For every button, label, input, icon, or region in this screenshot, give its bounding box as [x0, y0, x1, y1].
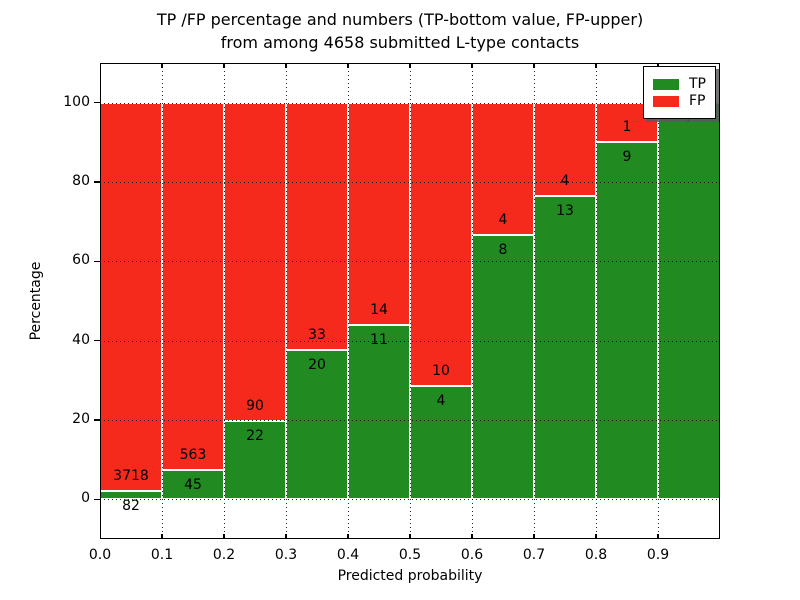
x-tick-mark-top	[533, 63, 535, 68]
bar-fp-count-label: 3718	[113, 467, 149, 484]
bar-tp-segment	[472, 234, 534, 500]
bar-tp-count-label: 8	[498, 241, 508, 258]
y-tick-label: 100	[63, 93, 90, 110]
bar-tp-count-label: 20	[308, 356, 326, 373]
gridline-vertical	[286, 63, 287, 539]
x-tick-label: 0.7	[522, 547, 546, 563]
x-tick-mark-bottom	[409, 534, 411, 539]
bar-fp-count-label: 4	[560, 173, 570, 189]
legend-label-fp: FP	[689, 93, 706, 109]
y-tick-label: 80	[72, 173, 90, 189]
x-tick-label: 0.0	[88, 547, 112, 563]
bar-fp-count-label: 90	[246, 398, 264, 415]
y-tick-mark	[94, 498, 100, 501]
gridline-vertical	[596, 63, 597, 539]
x-tick-mark-top	[161, 63, 163, 68]
bar-tp-count-label: 22	[246, 428, 264, 445]
bar-fp-count-label: 33	[308, 326, 326, 343]
x-tick-mark-bottom	[161, 534, 163, 539]
bar-fp-segment	[286, 102, 348, 350]
gridline-vertical	[658, 63, 659, 539]
legend: TP FP	[643, 66, 716, 119]
x-tick-label: 0.5	[398, 547, 422, 563]
x-tick-mark-top	[657, 63, 659, 68]
x-tick-label: 0.2	[212, 547, 236, 563]
bar-tp-segment	[162, 469, 224, 500]
bar-tp-count-label: 45	[184, 476, 202, 493]
x-tick-mark-bottom	[347, 534, 349, 539]
x-tick-mark-bottom	[285, 534, 287, 539]
y-tick-mark	[94, 339, 100, 342]
gridline-vertical	[224, 63, 225, 539]
x-tick-mark-bottom	[533, 534, 535, 539]
bar-tp-count-label: 13	[556, 203, 574, 219]
bar-fp-segment	[534, 102, 596, 196]
y-tick-label: 20	[72, 411, 90, 427]
y-tick-mark	[94, 101, 100, 104]
plot-area: 3718825634590223320141110448413197	[100, 63, 720, 539]
bar-fp-count-label: 10	[432, 363, 450, 379]
bar-fp-segment	[348, 102, 410, 325]
x-tick-mark-top	[471, 63, 473, 68]
legend-entry-fp: FP	[653, 94, 706, 108]
x-tick-label: 0.4	[336, 547, 360, 563]
bar-fp-count-label: 563	[179, 446, 207, 463]
y-tick-mark	[94, 419, 100, 421]
x-tick-mark-top	[595, 63, 597, 68]
bar-tp-count-label: 4	[436, 393, 446, 409]
x-tick-mark-bottom	[595, 534, 597, 539]
y-tick-label: 60	[72, 252, 90, 269]
x-tick-label: 0.3	[274, 547, 298, 563]
bar-tp-segment	[224, 421, 286, 500]
y-tick-label: 40	[72, 331, 90, 348]
y-axis-label: Percentage	[28, 261, 44, 341]
x-tick-label: 0.6	[460, 547, 484, 563]
chart-title-line2: from among 4658 submitted L-type contact…	[220, 33, 580, 52]
x-tick-mark-top	[285, 63, 287, 68]
legend-tp-swatch-icon	[653, 78, 679, 90]
x-tick-mark-top	[409, 63, 411, 68]
legend-fp-swatch-icon	[653, 95, 679, 107]
x-axis-label: Predicted probability	[337, 568, 483, 584]
gridline-vertical	[472, 63, 473, 539]
gridline-vertical	[348, 63, 349, 539]
legend-label-tp: TP	[689, 76, 706, 92]
gridline-vertical	[410, 63, 411, 539]
x-tick-mark-bottom	[657, 534, 659, 539]
bar-fp-count-label: 14	[370, 301, 388, 318]
bar-fp-count-label: 4	[498, 211, 508, 228]
legend-entry-tp: TP	[653, 77, 706, 91]
bar-tp-segment	[534, 196, 596, 500]
bar-fp-count-label: 1	[622, 119, 632, 136]
bar-fp-segment	[100, 102, 162, 491]
bar-tp-segment	[596, 142, 658, 500]
bar-tp-count-label: 9	[622, 149, 632, 166]
y-tick-mark	[94, 181, 100, 183]
x-tick-mark-bottom	[223, 534, 225, 539]
bar-tp-segment	[348, 324, 410, 500]
x-tick-mark-top	[223, 63, 225, 68]
x-tick-mark-top	[347, 63, 349, 68]
bar-tp-count-label: 82	[122, 497, 140, 514]
bar-tp-count-label: 11	[370, 331, 388, 348]
chart-title-line1: TP /FP percentage and numbers (TP-bottom…	[156, 10, 644, 29]
x-tick-label: 0.1	[150, 547, 174, 563]
bar-tp-segment	[658, 102, 720, 500]
x-tick-mark-bottom	[471, 534, 473, 539]
x-tick-label: 0.8	[584, 547, 608, 563]
bar-fp-segment	[162, 102, 224, 470]
gridline-vertical	[162, 63, 163, 539]
x-tick-label: 0.9	[646, 547, 670, 563]
y-tick-label: 0	[81, 490, 90, 507]
gridline-vertical	[534, 63, 535, 539]
y-tick-mark	[94, 260, 100, 263]
bar-fp-segment	[410, 102, 472, 386]
